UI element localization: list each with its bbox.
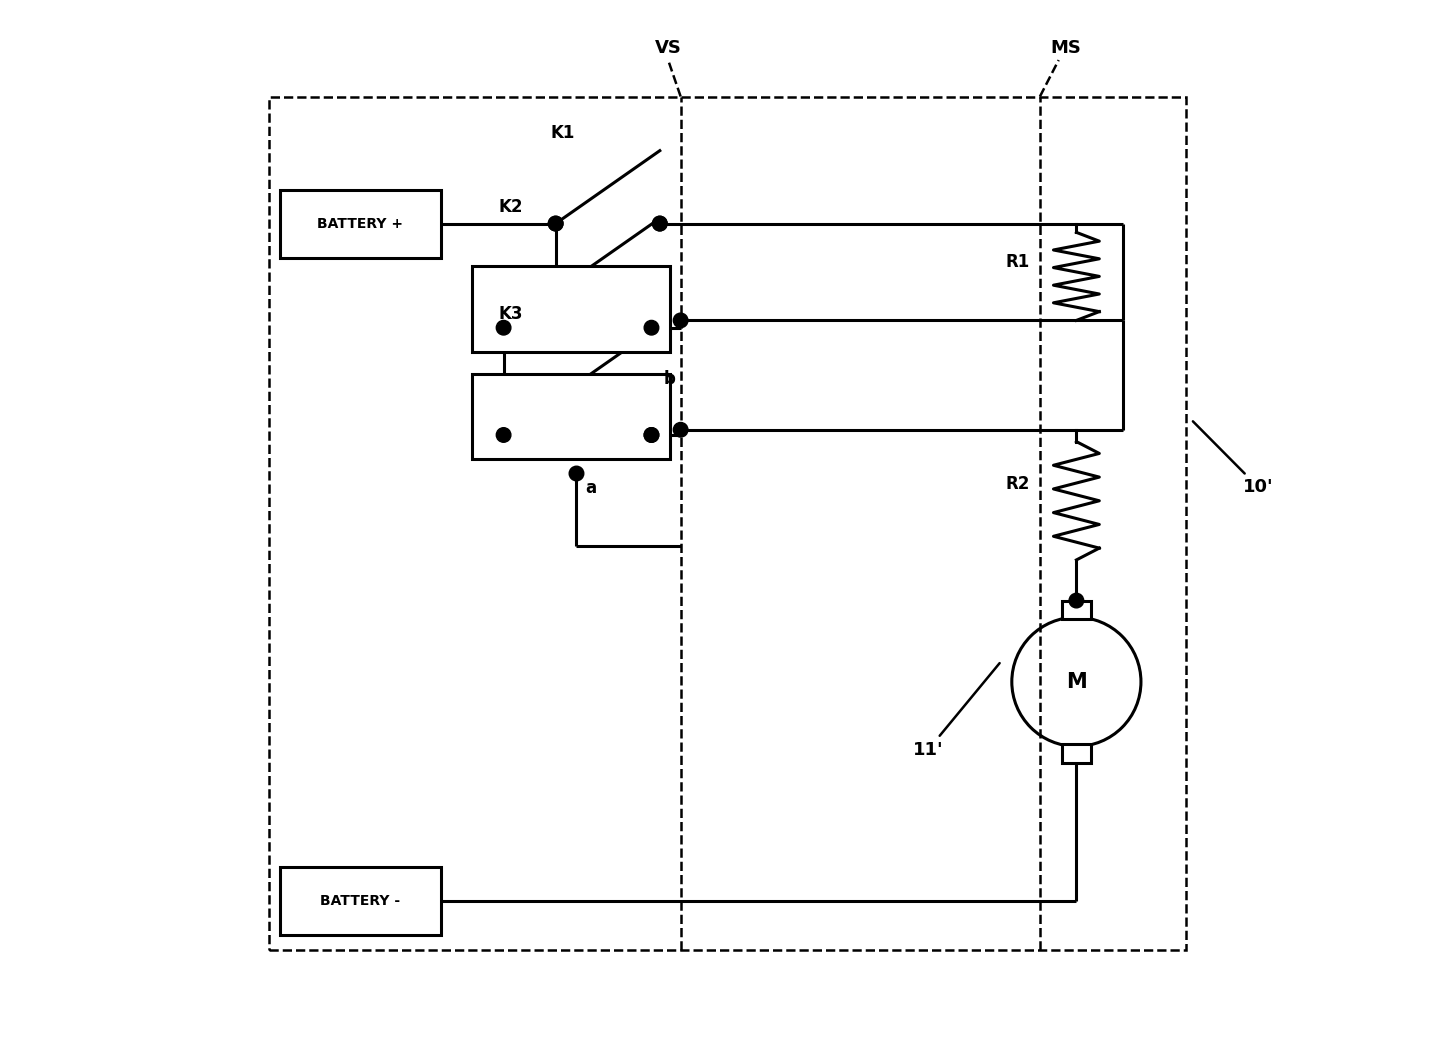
Text: K1: K1 — [550, 125, 575, 142]
Circle shape — [549, 217, 563, 230]
Circle shape — [549, 217, 563, 230]
Text: MS: MS — [1051, 39, 1081, 57]
Text: M: M — [1067, 672, 1087, 692]
Text: VS: VS — [655, 39, 681, 57]
Text: 11': 11' — [912, 663, 1000, 759]
Circle shape — [645, 320, 659, 335]
Text: b: b — [663, 370, 675, 388]
Circle shape — [645, 427, 659, 442]
Text: BATTERY +: BATTERY + — [317, 217, 403, 231]
Circle shape — [674, 423, 688, 437]
FancyBboxPatch shape — [1062, 601, 1091, 620]
Text: K2: K2 — [499, 198, 522, 216]
FancyBboxPatch shape — [473, 266, 671, 352]
Text: R1: R1 — [1005, 252, 1030, 270]
Text: BATTERY -: BATTERY - — [320, 894, 400, 908]
Text: a: a — [585, 478, 597, 496]
Circle shape — [652, 217, 666, 230]
Circle shape — [496, 320, 511, 335]
Text: 10': 10' — [1193, 421, 1273, 496]
FancyBboxPatch shape — [1062, 744, 1091, 763]
FancyBboxPatch shape — [473, 374, 671, 459]
Text: K3: K3 — [499, 305, 522, 324]
FancyBboxPatch shape — [279, 191, 441, 258]
Text: R2: R2 — [1005, 475, 1030, 493]
Circle shape — [674, 313, 688, 328]
Circle shape — [569, 466, 583, 481]
Circle shape — [645, 427, 659, 442]
Circle shape — [1069, 594, 1084, 608]
Circle shape — [652, 217, 666, 230]
Circle shape — [496, 427, 511, 442]
FancyBboxPatch shape — [279, 867, 441, 935]
